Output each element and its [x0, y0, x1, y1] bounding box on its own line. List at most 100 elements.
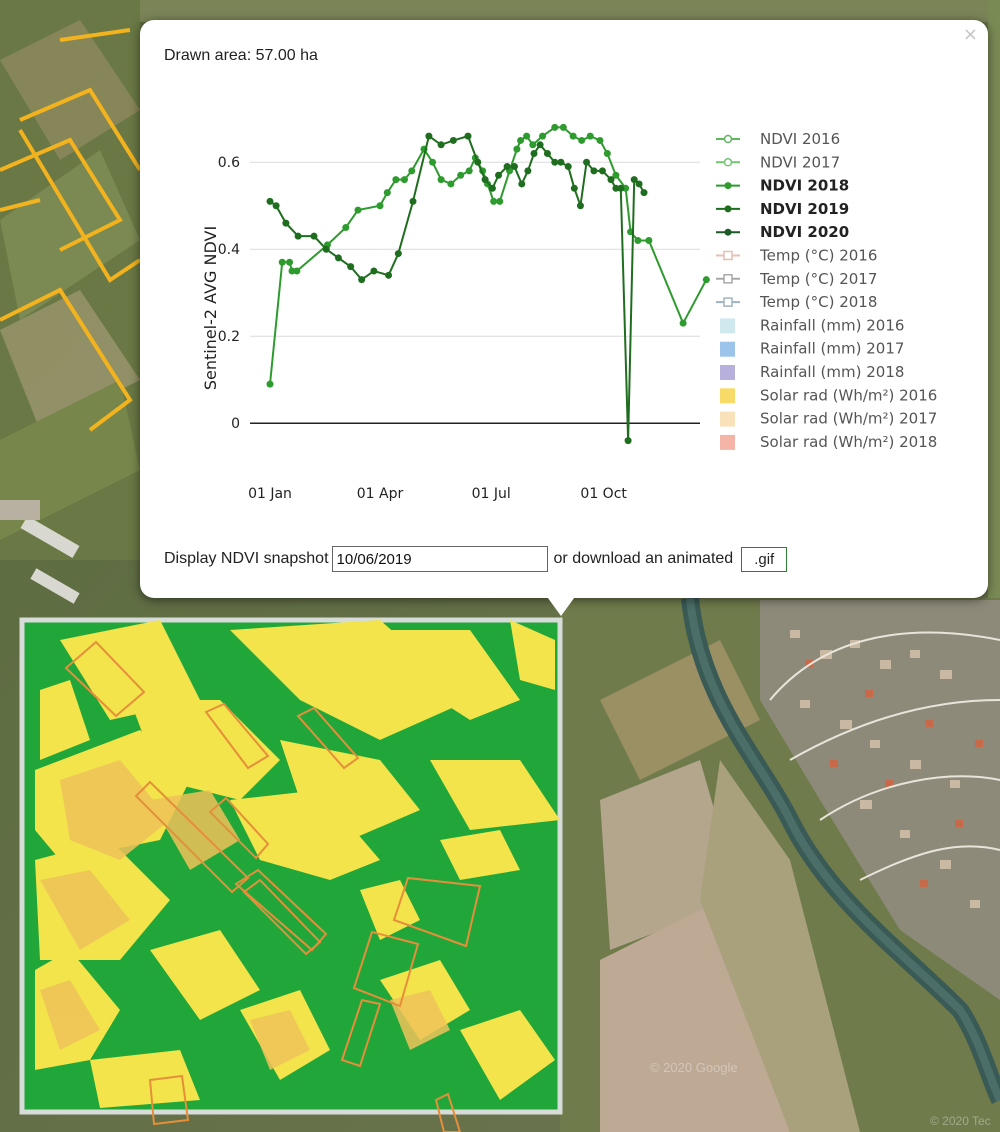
data-point — [529, 141, 537, 149]
legend-item[interactable]: Solar rad (Wh/m²) 2016 — [720, 386, 937, 404]
snapshot-date-input[interactable] — [331, 546, 548, 572]
data-point — [612, 184, 620, 192]
data-point — [408, 167, 416, 175]
data-point — [524, 167, 532, 175]
legend-item[interactable]: NDVI 2020 — [716, 223, 849, 241]
data-point — [517, 136, 525, 144]
data-point — [559, 123, 567, 131]
data-point — [293, 267, 301, 275]
data-point — [630, 176, 638, 184]
popup-pointer — [545, 594, 577, 616]
legend-item[interactable]: NDVI 2018 — [716, 177, 849, 195]
legend-item[interactable]: Temp (°C) 2018 — [716, 293, 877, 311]
legend-label: Solar rad (Wh/m²) 2017 — [760, 410, 937, 428]
legend-item[interactable]: NDVI 2019 — [716, 200, 849, 218]
data-point — [518, 180, 526, 188]
data-point — [598, 167, 606, 175]
y-tick-labels: 0 0.2 0.4 0.6 — [218, 155, 240, 432]
series-line-2 — [269, 134, 645, 441]
download-gif-button[interactable]: .gif — [741, 546, 788, 572]
data-point — [635, 180, 643, 188]
data-point — [679, 319, 687, 327]
legend-swatch — [720, 388, 735, 404]
data-point — [496, 197, 504, 205]
data-point — [603, 150, 611, 158]
x-tick-label: 01 Jan — [248, 486, 292, 502]
legend-marker — [724, 182, 732, 190]
ndvi-overlay[interactable] — [19, 617, 563, 1132]
data-point — [354, 206, 362, 214]
legend-label: Solar rad (Wh/m²) 2016 — [760, 386, 937, 404]
legend-item[interactable]: Solar rad (Wh/m²) 2018 — [720, 433, 937, 451]
legend-item[interactable]: Rainfall (mm) 2018 — [720, 363, 904, 381]
data-point — [634, 237, 642, 245]
legend-label: Rainfall (mm) 2016 — [760, 316, 904, 334]
legend-item[interactable]: NDVI 2017 — [716, 153, 840, 171]
field-boundaries — [0, 28, 142, 432]
legend-item[interactable]: Solar rad (Wh/m²) 2017 — [720, 410, 937, 428]
x-tick-label: 01 Jul — [472, 486, 511, 502]
data-point — [409, 197, 417, 205]
chart-legend: NDVI 2016 NDVI 2017 NDVI 2018 NDVI 2019 NDVI… — [716, 130, 937, 451]
legend-marker — [723, 274, 733, 284]
legend-label: Rainfall (mm) 2017 — [760, 340, 904, 358]
data-point — [495, 171, 503, 179]
snapshot-row: Display NDVI snapshot or download an ani… — [164, 546, 788, 572]
data-point — [310, 232, 318, 240]
y-tick-label: 0.4 — [218, 242, 240, 258]
x-tick-label: 01 Oct — [580, 486, 627, 502]
data-point — [342, 223, 350, 231]
data-point — [449, 136, 457, 144]
data-point — [383, 189, 391, 197]
legend-item[interactable]: Temp (°C) 2017 — [716, 270, 877, 288]
close-icon[interactable]: × — [962, 24, 978, 45]
map-watermark: © 2020 Google — [650, 1060, 738, 1075]
data-point — [590, 167, 598, 175]
data-point — [645, 237, 653, 245]
data-point — [622, 184, 630, 192]
data-point — [578, 136, 586, 144]
data-point — [624, 437, 632, 445]
data-point — [523, 132, 531, 140]
data-point — [429, 158, 437, 166]
ndvi-chart: 0 0.2 0.4 0.6 01 Jan 01 Apr 01 Jul 01 Oct Sent… — [201, 123, 937, 502]
legend-label: NDVI 2017 — [760, 153, 840, 171]
legend-item[interactable]: Rainfall (mm) 2016 — [720, 316, 904, 334]
legend-swatch — [720, 341, 735, 357]
data-point — [510, 163, 518, 171]
data-point — [272, 202, 280, 210]
legend-label: NDVI 2020 — [760, 223, 849, 241]
legend-swatch — [720, 411, 735, 427]
data-point — [447, 180, 455, 188]
legend-item[interactable]: Temp (°C) 2016 — [716, 247, 877, 265]
legend-swatch — [720, 434, 735, 450]
data-point — [385, 271, 393, 279]
legend-label: NDVI 2018 — [760, 177, 849, 195]
data-point — [551, 123, 559, 131]
data-point — [596, 136, 604, 144]
data-point — [607, 176, 615, 184]
data-point — [437, 176, 445, 184]
data-point — [294, 232, 302, 240]
data-point — [266, 380, 274, 388]
snapshot-label: Display NDVI snapshot — [164, 550, 329, 567]
data-point — [334, 254, 342, 262]
data-point — [358, 276, 366, 284]
legend-item[interactable]: NDVI 2016 — [716, 130, 840, 148]
map-watermark-corner: © 2020 Tec — [930, 1114, 991, 1128]
data-point — [570, 184, 578, 192]
legend-label: Temp (°C) 2017 — [759, 270, 877, 288]
data-point — [564, 163, 572, 171]
y-tick-label: 0.6 — [218, 155, 240, 171]
legend-label: Temp (°C) 2018 — [759, 293, 877, 311]
data-point — [400, 176, 408, 184]
data-point — [702, 276, 710, 284]
data-point — [583, 158, 591, 166]
data-point — [557, 158, 565, 166]
data-point — [370, 267, 378, 275]
legend-item[interactable]: Rainfall (mm) 2017 — [720, 340, 904, 358]
x-tick-labels: 01 Jan 01 Apr 01 Jul 01 Oct — [248, 486, 627, 502]
data-point — [503, 163, 511, 171]
data-point — [490, 197, 498, 205]
village — [760, 600, 1000, 1000]
